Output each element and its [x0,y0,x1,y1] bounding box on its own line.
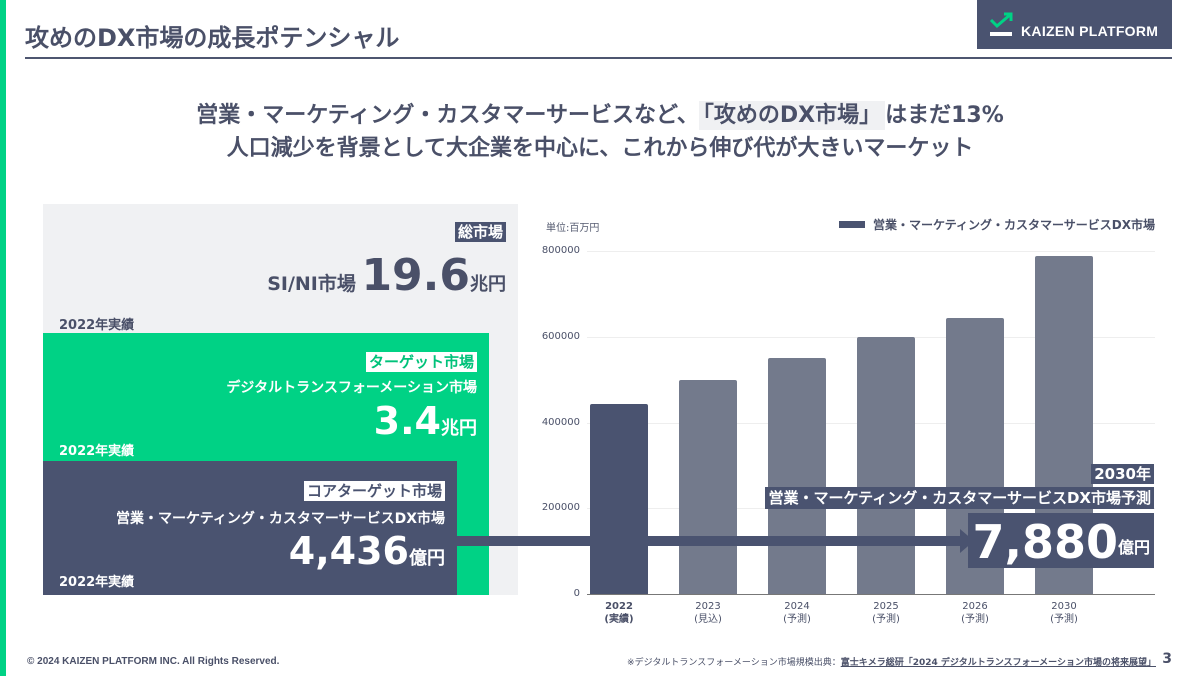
target-market-year: 2022年実績 [59,444,135,459]
headline-suffix: はまだ13% [885,103,1004,128]
core-market-unit: 億円 [409,548,445,569]
x-axis-line [587,594,1155,595]
total-market-year: 2022年実績 [59,318,135,333]
core-market-value: 4,436 [288,529,409,573]
page-number: 3 [1162,651,1172,667]
y-tick-label: 200000 [541,502,580,514]
chart-legend: 営業・マーケティング・カスタマーサービスDX市場 [838,216,1155,233]
core-market-year: 2022年実績 [59,575,135,590]
x-tick-label: 2030 (予測) [1050,601,1078,625]
x-tick-label: 2024 (予測) [783,601,811,625]
y-tick-label: 400000 [541,416,580,428]
bar-2025 [857,337,915,594]
headline-line-2: 人口減少を背景として大企業を中心に、これから伸び代が大きいマーケット [226,136,974,161]
total-market-figure: SI/NI市場 19.6兆円 [267,250,506,301]
y-tick-label: 800000 [541,245,580,256]
headline-highlight: 「攻めのDX市場」 [698,101,886,130]
gridline [587,251,1155,252]
forecast-unit: 億円 [1117,538,1150,557]
forecast-year: 2030年 [1091,464,1154,484]
headline-line-1: 営業・マーケティング・カスタマーサービスなど、 「攻めのDX市場」 はまだ13% [0,97,1200,130]
y-tick-label: 600000 [541,330,580,342]
core-market-name: 営業・マーケティング・カスタマーサービスDX市場 [115,511,445,527]
logo-text: KAIZEN PLATFORM [1021,22,1159,39]
x-tick-label: 2026 (予測) [961,601,989,625]
legend-swatch [838,221,865,228]
chart-unit-label: 単位:百万円 [546,223,600,234]
forecast-value: 7,880 [972,515,1118,569]
total-market-unit: 兆円 [470,274,506,295]
core-market-figure: 4,436億円 [289,529,445,573]
forecast-figure: 7,880 億円 [968,513,1154,568]
forecast-label: 営業・マーケティング・カスタマーサービスDX市場予測 [765,487,1154,509]
bar-2023 [679,380,737,594]
x-tick-label: 2023 (見込) [694,601,722,625]
core-market-tag: コアターゲット市場 [303,481,445,501]
legend-label: 営業・マーケティング・カスタマーサービスDX市場 [872,218,1155,232]
source-prefix: ※デジタルトランスフォーメーション市場規模出典： [627,658,841,668]
total-market-value: 19.6 [361,250,470,301]
core-market-panel: コアターゲット市場 営業・マーケティング・カスタマーサービスDX市場 4,436… [43,461,457,595]
bar-chart: 単位:百万円 営業・マーケティング・カスタマーサービスDX市場 800000 60… [530,205,1170,635]
target-market-value: 3.4 [373,399,441,443]
target-market-tag: ターゲット市場 [365,352,477,372]
x-tick-label: 2025 (予測) [872,601,900,625]
target-market-name: デジタルトランスフォーメーション市場 [226,380,477,396]
growth-arrow [457,536,962,546]
total-market-tag: 総市場 [454,222,506,242]
total-market-label: SI/NI市場 [267,273,356,295]
copyright: © 2024 KAIZEN PLATFORM INC. All Rights R… [27,656,280,667]
x-tick-label: 2022 (実績) [604,601,634,625]
headline-prefix: 営業・マーケティング・カスタマーサービスなど、 [196,103,699,128]
kaizen-logo: KAIZEN PLATFORM [977,0,1172,49]
source-note: ※デジタルトランスフォーメーション市場規模出典：富士キメラ総研「2024 デジタ… [627,655,1156,668]
bar-2022 [590,403,648,594]
y-tick-label: 0 [573,588,580,599]
bar-2024 [768,358,826,594]
target-market-unit: 兆円 [441,418,477,439]
title-divider [25,57,1172,59]
source-link[interactable]: 富士キメラ総研「2024 デジタルトランスフォーメーション市場の将来展望」 [840,658,1156,668]
target-market-figure: 3.4兆円 [374,399,477,443]
page-title: 攻めのDX市場の成長ポテンシャル [25,24,400,52]
accent-bar [0,0,6,676]
trend-up-icon [989,12,1013,36]
